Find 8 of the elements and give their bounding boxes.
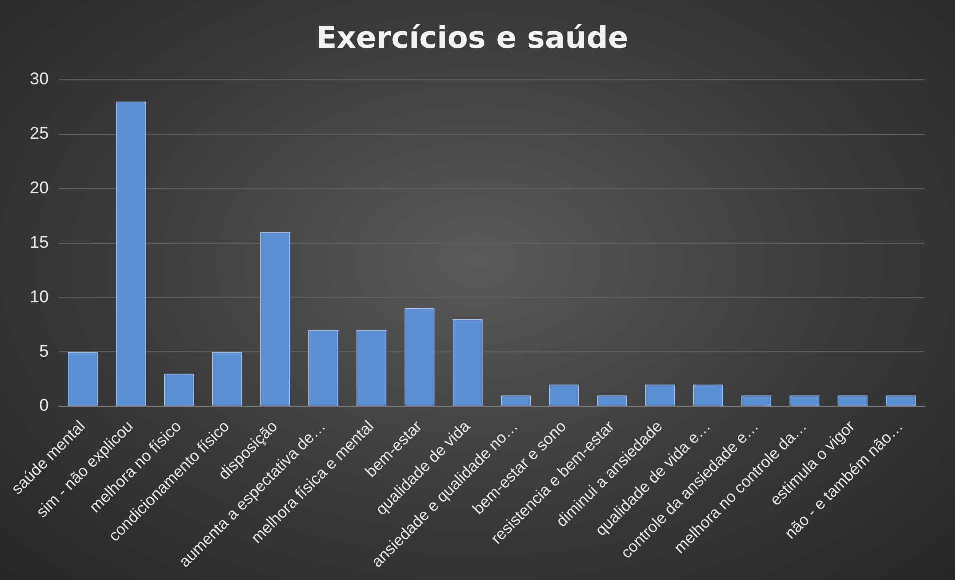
y-tick-label: 20 <box>30 178 49 198</box>
y-tick-label: 15 <box>30 232 49 252</box>
y-tick-label: 30 <box>30 70 49 89</box>
chart-title: Exercícios e saúde <box>316 20 629 56</box>
y-tick-label: 25 <box>30 124 49 144</box>
y-tick-label: 5 <box>39 342 49 361</box>
y-tick-label: 0 <box>39 396 49 416</box>
y-tick-label: 10 <box>30 287 49 306</box>
